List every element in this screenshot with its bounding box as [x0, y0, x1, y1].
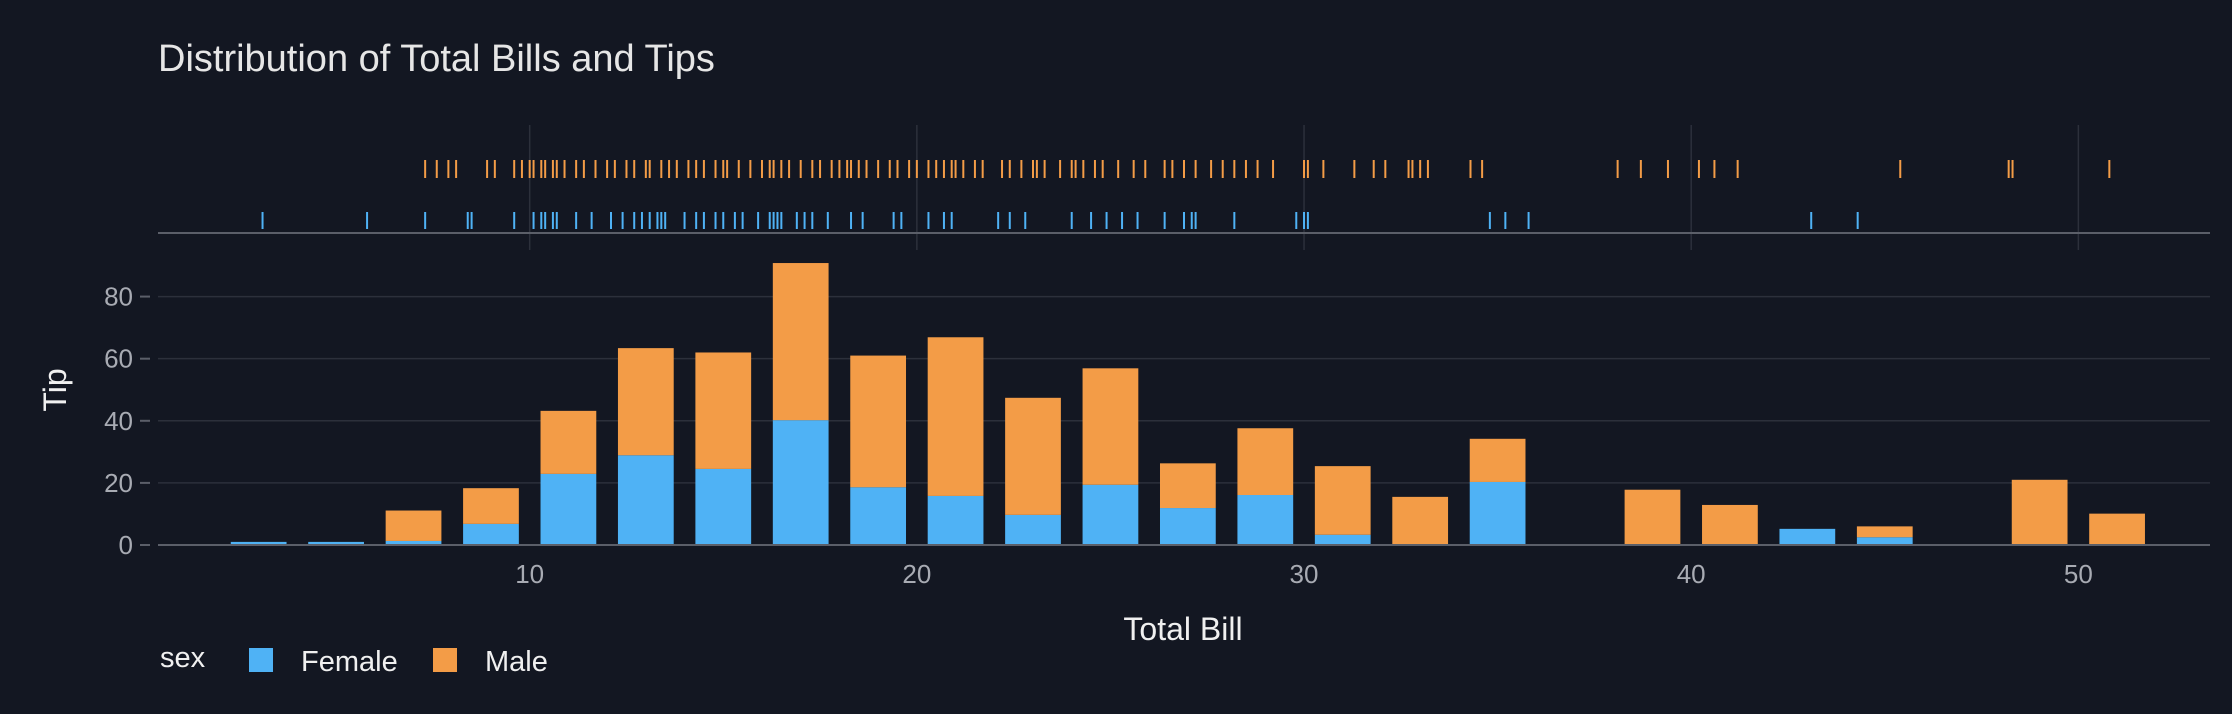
bar-female-27[interactable] [1159, 508, 1216, 545]
bar-male-19[interactable] [850, 355, 907, 488]
x-tick-label-10: 10 [515, 559, 544, 589]
bar-female-31[interactable] [1314, 534, 1371, 545]
bar-male-23[interactable] [1005, 397, 1061, 515]
bar-male-17[interactable] [772, 263, 829, 421]
bar-male-9[interactable] [463, 488, 519, 524]
bar-male-13[interactable] [617, 348, 674, 456]
bar-female-7[interactable] [385, 540, 442, 545]
x-tick-label-50: 50 [2064, 559, 2093, 589]
legend-label-male[interactable]: Male [485, 646, 548, 678]
y-tick-label-20: 20 [104, 468, 133, 498]
x-tick-label-30: 30 [1290, 559, 1319, 589]
bar-male-39[interactable] [1624, 489, 1681, 545]
bar-male-31[interactable] [1314, 466, 1371, 535]
x-tick-labels: 10 20 30 40 50 [515, 559, 2093, 589]
bar-male-27[interactable] [1159, 463, 1216, 509]
chart-title: Distribution of Total Bills and Tips [158, 38, 715, 80]
y-tick-label-80: 80 [104, 282, 133, 312]
bar-male-51[interactable] [2089, 513, 2145, 545]
bar-male-15[interactable] [695, 352, 752, 469]
rug-male [424, 160, 2111, 178]
bar-male-29[interactable] [1237, 428, 1294, 496]
bar-female-9[interactable] [463, 523, 519, 545]
bar-male-7[interactable] [385, 510, 442, 541]
bar-female-19[interactable] [850, 487, 907, 545]
bar-series [230, 263, 2145, 545]
bar-female-23[interactable] [1005, 514, 1061, 545]
bar-female-5[interactable] [308, 541, 364, 545]
legend-swatch-male[interactable] [433, 648, 457, 672]
y-tick-label-40: 40 [104, 406, 133, 436]
bar-female-3[interactable] [230, 541, 287, 545]
bar-male-21[interactable] [927, 337, 984, 496]
y-tick-label-0: 0 [119, 530, 133, 560]
bar-female-29[interactable] [1237, 495, 1294, 545]
bar-female-21[interactable] [927, 495, 984, 545]
bar-male-25[interactable] [1082, 368, 1139, 485]
x-axis-title: Total Bill [1123, 611, 1242, 647]
legend-title: sex [160, 642, 206, 674]
y-tick-labels: 0 20 40 60 80 [104, 282, 150, 560]
bar-female-15[interactable] [695, 468, 752, 545]
bar-female-43[interactable] [1779, 528, 1836, 545]
y-tick-label-60: 60 [104, 344, 133, 374]
bar-male-41[interactable] [1702, 504, 1758, 545]
bar-female-45[interactable] [1856, 537, 1913, 545]
bar-male-35[interactable] [1469, 438, 1526, 482]
legend-label-female[interactable]: Female [301, 646, 398, 678]
bar-female-25[interactable] [1082, 484, 1139, 545]
bar-female-11[interactable] [540, 473, 597, 545]
bar-female-17[interactable] [772, 420, 829, 545]
legend-swatch-female[interactable] [249, 648, 273, 672]
y-gridlines [158, 295, 2210, 484]
rug-female [261, 212, 1859, 229]
legend: sex Female Male [160, 642, 548, 678]
bar-male-33[interactable] [1392, 496, 1449, 545]
bar-male-45[interactable] [1856, 526, 1913, 538]
bar-male-11[interactable] [540, 410, 597, 474]
rug-gridlines [528, 125, 2080, 250]
x-tick-label-40: 40 [1677, 559, 1706, 589]
x-tick-label-20: 20 [902, 559, 931, 589]
bar-female-13[interactable] [617, 455, 674, 545]
bar-male-49[interactable] [2011, 479, 2068, 545]
y-axis-title: Tip [37, 368, 73, 411]
bar-female-35[interactable] [1469, 481, 1526, 545]
